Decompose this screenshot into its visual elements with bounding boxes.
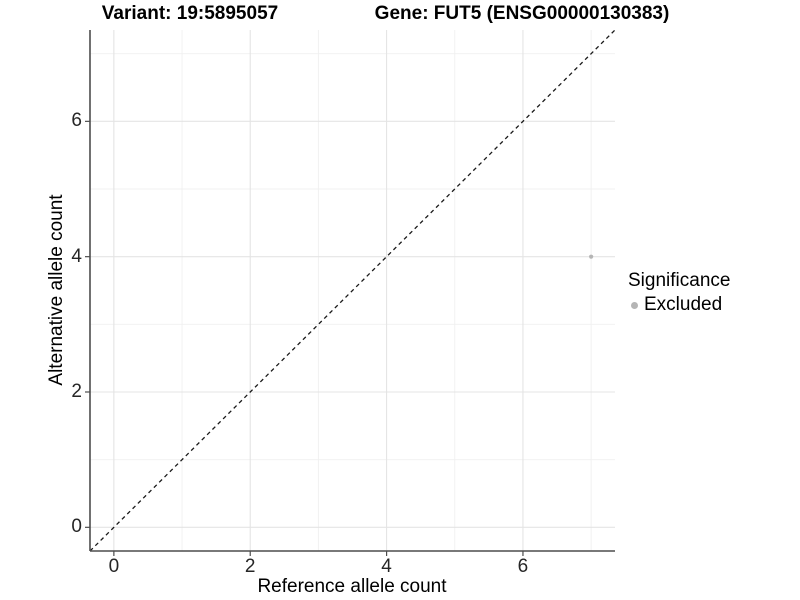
- legend-point-icon: [631, 301, 638, 309]
- legend-item-label: Excluded: [644, 294, 723, 315]
- legend-title: Significance: [628, 270, 731, 291]
- x-tick-label: 4: [381, 556, 392, 577]
- x-tick-label: 6: [517, 556, 529, 577]
- x-tick-label: 0: [108, 556, 120, 577]
- y-tick-label: 6: [71, 110, 82, 132]
- y-tick-label: 2: [71, 380, 82, 402]
- legend: Significance Excluded: [628, 270, 730, 316]
- y-axis-label: Alternative allele count: [46, 194, 67, 386]
- y-tick-label: 0: [71, 516, 82, 538]
- x-tick-label: 2: [244, 556, 256, 577]
- legend-item-excluded: Excluded: [628, 294, 730, 316]
- data-point-excluded: [589, 254, 594, 259]
- plot-title-gene: Gene: FUT5 (ENSG00000130383): [374, 3, 670, 24]
- y-tick-label: 4: [71, 245, 82, 267]
- plot-title-variant: Variant: 19:5895057: [101, 3, 279, 24]
- identity-reference-line: [89, 29, 616, 552]
- x-axis-label: Reference allele count: [257, 576, 447, 597]
